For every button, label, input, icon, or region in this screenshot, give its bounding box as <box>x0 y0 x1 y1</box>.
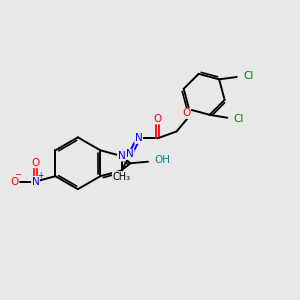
Text: O: O <box>182 109 190 118</box>
Text: N: N <box>126 149 134 159</box>
Text: OH: OH <box>154 155 170 165</box>
Text: CH₃: CH₃ <box>112 172 130 182</box>
Text: O: O <box>154 114 162 124</box>
Text: Cl: Cl <box>243 70 254 80</box>
Text: −: − <box>14 171 21 180</box>
Text: O: O <box>10 176 18 187</box>
Text: N: N <box>32 176 39 187</box>
Text: Cl: Cl <box>234 114 244 124</box>
Text: O: O <box>32 158 40 168</box>
Text: +: + <box>37 171 44 180</box>
Text: N: N <box>135 133 142 143</box>
Text: N: N <box>118 151 125 161</box>
